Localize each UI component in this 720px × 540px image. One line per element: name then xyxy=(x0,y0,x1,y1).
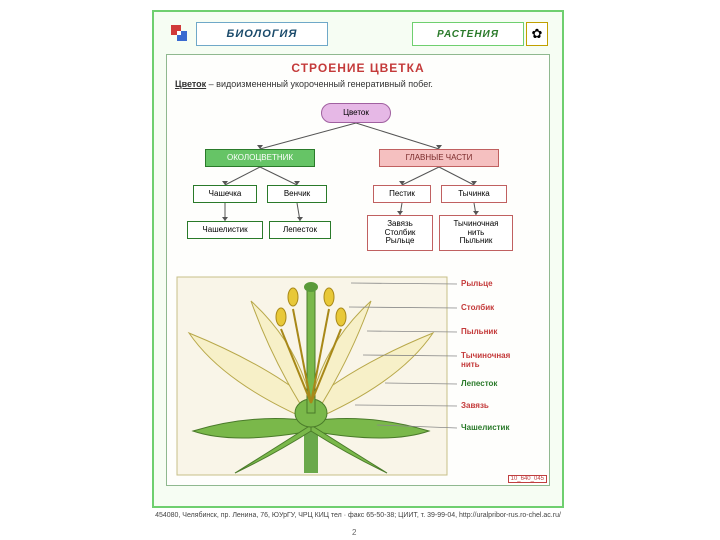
tree-node-stamen_parts: Тычиночная нить Пыльник xyxy=(439,215,513,251)
flower-label: Лепесток xyxy=(461,379,497,388)
category-badge: РАСТЕНИЯ xyxy=(412,22,524,46)
subject-badge: БИОЛОГИЯ xyxy=(196,22,328,46)
tree-node-pistil: Пестик xyxy=(373,185,431,203)
flower-label: Тычиночная нить xyxy=(461,351,531,369)
flower-label: Рыльце xyxy=(461,279,493,288)
item-id-badge: 10_640_045 xyxy=(508,475,547,483)
tree-node-root: Цветок xyxy=(321,103,391,123)
plant-icon: ✿ xyxy=(526,22,548,46)
poster-frame: БИОЛОГИЯ РАСТЕНИЯ ✿ СТРОЕНИЕ ЦВЕТКА Цвет… xyxy=(152,10,564,508)
tree-node-stamen: Тычинка xyxy=(441,185,507,203)
flower-label: Завязь xyxy=(461,401,489,410)
tree-node-petal: Лепесток xyxy=(269,221,331,239)
page-number: 2 xyxy=(352,528,356,537)
flower-label: Пыльник xyxy=(461,327,497,336)
tree-node-calyx: Чашечка xyxy=(193,185,257,203)
logo-icon xyxy=(168,22,190,44)
footer-address: 454080, Челябинск, пр. Ленина, 76, ЮУрГУ… xyxy=(152,512,564,519)
tree-node-perianth: ОКОЛОЦВЕТНИК xyxy=(205,149,315,167)
flower-label: Столбик xyxy=(461,303,494,312)
tree-node-corolla: Венчик xyxy=(267,185,327,203)
page-root: БИОЛОГИЯ РАСТЕНИЯ ✿ СТРОЕНИЕ ЦВЕТКА Цвет… xyxy=(0,0,720,540)
content-panel: СТРОЕНИЕ ЦВЕТКА Цветок – видоизмененный … xyxy=(166,54,550,486)
tree-node-pistil_parts: Завязь Столбик Рыльце xyxy=(367,215,433,251)
tree-node-sepal: Чашелистик xyxy=(187,221,263,239)
flower-label: Чашелистик xyxy=(461,423,509,432)
header-bar: БИОЛОГИЯ РАСТЕНИЯ ✿ xyxy=(162,20,554,48)
flower-diagram: Рыльце Столбик Пыльник Тычиночная нить Лепес… xyxy=(173,273,543,479)
tree-node-main_parts: ГЛАВНЫЕ ЧАСТИ xyxy=(379,149,499,167)
